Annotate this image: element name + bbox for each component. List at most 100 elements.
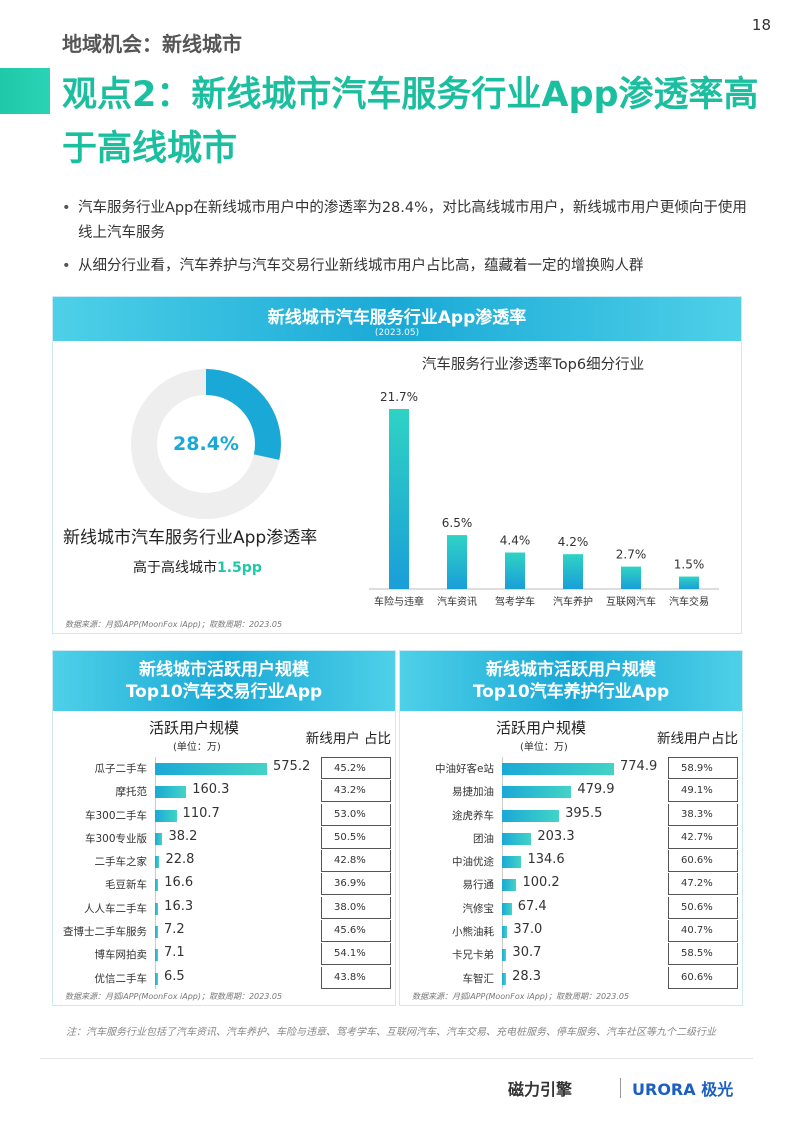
bar-value-label: 134.6 — [527, 852, 565, 868]
bar-value-label: 203.3 — [537, 828, 575, 844]
card-header: 新线城市活跃用户规模 Top10汽车交易行业App — [53, 651, 395, 711]
share-cell: 58.9% — [668, 757, 738, 779]
logo-separator — [620, 1078, 621, 1098]
bar-value-label: 22.8 — [165, 852, 195, 868]
bar-value-label: 6.5% — [442, 516, 473, 530]
bar-value-label: 100.2 — [522, 875, 560, 891]
share-cell: 50.6% — [668, 896, 738, 919]
bar — [389, 409, 409, 589]
card-title: 新线城市活跃用户规模 Top10汽车养护行业App — [472, 660, 670, 702]
app-name: 易捷加油 — [452, 786, 494, 799]
bar — [502, 786, 572, 799]
bar — [155, 902, 159, 915]
share-cell: 42.8% — [321, 850, 391, 873]
category-label: 汽车资讯 — [437, 595, 477, 608]
bar — [505, 552, 525, 589]
bar — [447, 535, 467, 589]
share-cell: 58.5% — [668, 943, 738, 966]
app-name: 卡兄卡弟 — [452, 949, 494, 962]
donut-sublabel: 高于高线城市1.5pp — [133, 557, 262, 577]
app-rows: 中油好客e站 774.9 58.9% 易捷加油 479.9 49.1% 途虎养车 395.5 3… — [400, 757, 742, 990]
bar-axis — [502, 757, 503, 989]
title-accent-bar — [0, 68, 50, 114]
logo-cili: 磁力引擎 — [508, 1080, 573, 1099]
app-name: 中油优途 — [452, 856, 494, 869]
page-title: 观点2：新线城市汽车服务行业App渗透率高于高线城市 — [62, 75, 759, 169]
table-row: 车300专业版 38.2 50.5% — [53, 826, 395, 850]
app-name: 易行通 — [462, 879, 495, 892]
app-name: 博车网拍卖 — [94, 949, 148, 962]
app-name: 车300专业版 — [84, 832, 147, 845]
bar-value-label: 4.2% — [558, 535, 589, 549]
app-name: 瓜子二手车 — [94, 763, 148, 775]
bar-value-label: 1.5% — [674, 558, 705, 572]
bar-value-label: 30.7 — [512, 945, 542, 961]
bar-value-label: 110.7 — [182, 805, 220, 821]
app-name: 摩托范 — [115, 786, 148, 799]
card-header: 新线城市汽车服务行业App渗透率 (2023.05) — [53, 297, 741, 341]
bar-value-label: 38.2 — [168, 828, 198, 844]
bar — [679, 576, 699, 589]
share-cell: 54.1% — [321, 943, 391, 966]
share-cell: 53.0% — [321, 803, 391, 826]
app-name: 查博士二手车服务 — [63, 926, 147, 939]
bar — [502, 902, 512, 915]
bar-value-label: 16.3 — [164, 898, 194, 914]
bar-value-label: 21.7% — [380, 390, 418, 404]
card-source: 数据来源：月狐iAPP(MoonFox iApp)；取数周期：2023.05 — [65, 620, 283, 629]
app-name: 人人车二手车 — [84, 902, 147, 915]
trade-app-card: 新线城市活跃用户规模 Top10汽车交易行业App 活跃用户规模 (单位：万) 新… — [52, 650, 396, 1006]
vertical-bar-chart: 21.7% 车险与违章 6.5% 汽车资讯 4.4% 驾考学车 4.2% 汽车养护 2.7% 互联… — [369, 390, 729, 608]
table-row: 汽修宝 67.4 50.6% — [400, 896, 742, 920]
table-row: 易行通 100.2 47.2% — [400, 873, 742, 896]
share-cell: 60.6% — [668, 850, 738, 873]
bar-value-label: 6.5 — [164, 968, 185, 984]
app-name: 中油好客e站 — [435, 763, 494, 775]
app-name: 汽修宝 — [462, 902, 495, 915]
section-label: 地域机会：新线城市 — [62, 32, 242, 56]
category-label: 汽车养护 — [553, 595, 593, 608]
bar — [563, 554, 583, 589]
bar-value-label: 7.2 — [164, 922, 185, 938]
bar — [155, 832, 163, 845]
bar — [502, 879, 517, 892]
share-cell: 47.2% — [668, 873, 738, 896]
app-name: 车300二手车 — [84, 809, 147, 822]
footer-divider — [40, 1058, 753, 1059]
bar-value-label: 37.0 — [513, 922, 543, 938]
category-label: 驾考学车 — [495, 595, 535, 608]
column-header-users: 活跃用户规模 — [149, 719, 240, 737]
bar — [155, 763, 267, 775]
table-row: 查博士二手车服务 7.2 45.6% — [53, 920, 395, 943]
category-label: 车险与违章 — [374, 595, 424, 608]
card-header: 新线城市活跃用户规模 Top10汽车养护行业App — [400, 651, 742, 711]
bar — [621, 566, 641, 589]
card-source: 数据来源：月狐iAPP(MoonFox iApp)；取数周期：2023.05 — [412, 992, 630, 1001]
table-row: 小熊油耗 37.0 40.7% — [400, 920, 742, 943]
bullet-item: 从细分行业看，汽车养护与汽车交易行业新线城市用户占比高，蕴藏着一定的增换购人群 — [62, 254, 752, 279]
card-source: 数据来源：月狐iAPP(MoonFox iApp)；取数周期：2023.05 — [65, 992, 283, 1001]
column-header-share: 新线用户占比 — [657, 731, 738, 747]
share-cell: 43.2% — [321, 780, 391, 803]
bar — [502, 926, 508, 939]
category-label: 互联网汽车 — [606, 595, 656, 608]
bar — [155, 926, 158, 939]
donut-value: 28.4% — [173, 433, 239, 455]
share-cell: 42.7% — [668, 826, 738, 849]
app-name: 途虎养车 — [452, 809, 494, 822]
bar-value-label: 4.4% — [500, 534, 531, 548]
bar — [155, 786, 187, 799]
app-rows: 瓜子二手车 575.2 45.2% 摩托范 160.3 43.2% 车300二手车 110.7… — [53, 757, 395, 990]
table-row: 卡兄卡弟 30.7 58.5% — [400, 943, 742, 966]
bar-value-label: 67.4 — [517, 898, 547, 914]
card-title: 新线城市活跃用户规模 Top10汽车交易行业App — [125, 660, 323, 702]
column-header-unit: (单位：万) — [173, 742, 221, 753]
card-subtitle: (2023.05) — [374, 328, 420, 338]
bar-value-label: 7.1 — [164, 945, 185, 961]
category-label: 汽车交易 — [669, 595, 709, 608]
bar-chart-title: 汽车服务行业渗透率Top6细分行业 — [421, 357, 645, 373]
bar — [155, 856, 160, 869]
bar-value-label: 160.3 — [192, 782, 230, 798]
bar — [502, 856, 522, 869]
bar-value-label: 479.9 — [577, 782, 615, 798]
